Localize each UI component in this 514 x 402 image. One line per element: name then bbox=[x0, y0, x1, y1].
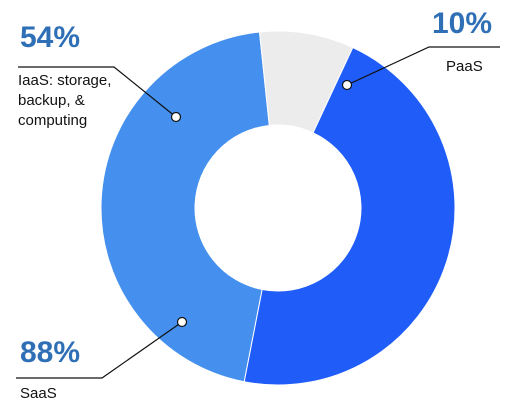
leader-dot-iaas bbox=[170, 111, 182, 123]
category-label-iaas: IaaS: storage, bbox=[18, 72, 111, 89]
category-label-iaas: backup, & bbox=[18, 92, 85, 109]
callouts: 54% IaaS: storage, backup, & computing 10% Pa… bbox=[16, 7, 500, 402]
slice-saas bbox=[243, 46, 456, 386]
value-label-iaas: 54% bbox=[20, 21, 80, 54]
category-label-iaas: computing bbox=[18, 112, 87, 129]
donut-slices bbox=[100, 30, 456, 386]
category-label-saas: SaaS bbox=[20, 385, 57, 402]
leader-dot-saas bbox=[176, 316, 188, 328]
leader-line-paas bbox=[346, 46, 500, 86]
category-label-paas: PaaS bbox=[446, 58, 483, 75]
value-label-saas: 88% bbox=[20, 336, 80, 369]
slice-iaas-storage-backup-computing bbox=[100, 31, 270, 383]
leader-dot-paas bbox=[341, 79, 353, 91]
leader-line-iaas bbox=[18, 66, 177, 118]
leader-line-saas bbox=[16, 321, 183, 379]
value-label-paas: 10% bbox=[432, 7, 492, 40]
